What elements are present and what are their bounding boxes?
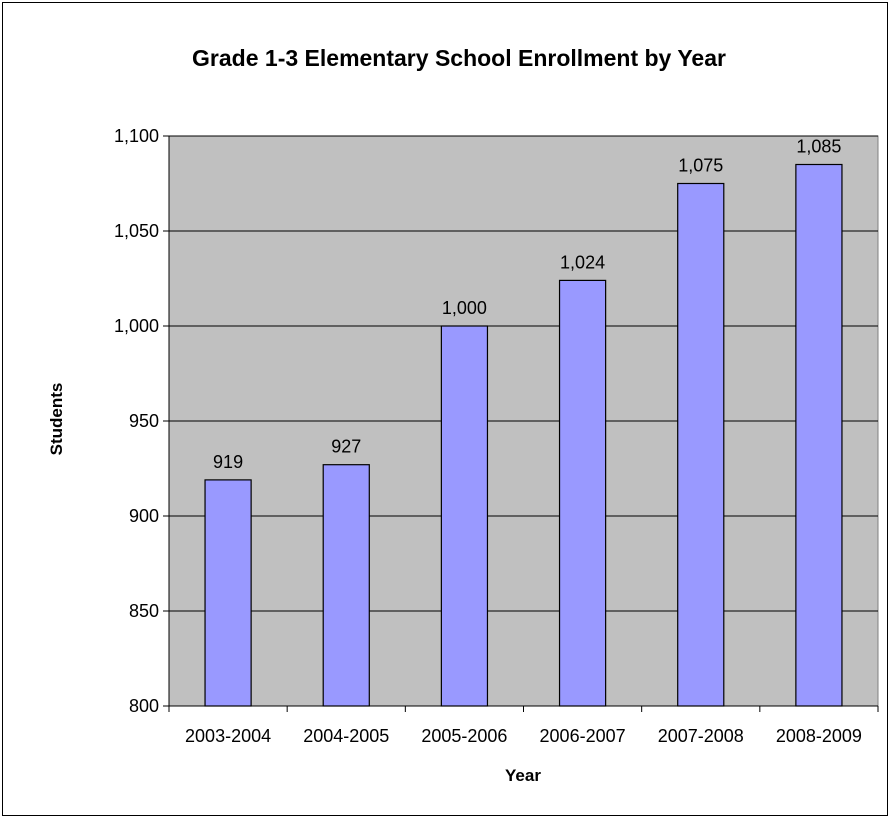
bar-2003-2004: [204, 479, 252, 707]
data-label-2003-2004: 919: [213, 452, 243, 472]
x-tick-label-2008-2009: 2008-2009: [776, 726, 862, 746]
x-tick-label-2006-2007: 2006-2007: [540, 726, 626, 746]
y-axis-title: Students: [47, 383, 66, 456]
y-tick-label: 850: [129, 601, 159, 621]
data-label-2007-2008: 1,075: [678, 156, 723, 176]
bar-2004-2005: [322, 464, 370, 707]
data-label-2005-2006: 1,000: [442, 298, 487, 318]
x-axis-tick-labels: 2003-2004 2004-2005 2005-2006 2006-2007 2007…: [168, 706, 879, 746]
y-tick-label: 1,100: [114, 126, 159, 146]
y-tick-label: 1,050: [114, 221, 159, 241]
data-label-2008-2009: 1,085: [796, 137, 841, 157]
bar-2007-2008: [677, 182, 725, 707]
bars: [204, 163, 843, 707]
bar-2005-2006: [440, 325, 489, 707]
data-labels: 919 927 1,000 1,024 1,075 1,085: [213, 137, 841, 472]
y-tick-label: 1,000: [114, 316, 159, 336]
data-label-2006-2007: 1,024: [560, 252, 605, 272]
data-label-2004-2005: 927: [331, 437, 361, 457]
y-tick-label: 950: [129, 411, 159, 431]
x-tick-label-2003-2004: 2003-2004: [185, 726, 271, 746]
y-tick-label: 900: [129, 506, 159, 526]
x-tick-label-2004-2005: 2004-2005: [303, 726, 389, 746]
bar-2008-2009: [795, 163, 843, 707]
gridlines: [169, 135, 878, 612]
y-axis-tick-labels: 800 850 900 950 1,000 1,050 1,100: [114, 126, 169, 716]
x-axis-title: Year: [505, 766, 541, 785]
x-tick-label-2005-2006: 2005-2006: [421, 726, 507, 746]
bar-2006-2007: [558, 279, 607, 707]
bar-chart: Grade 1-3 Elementary School Enrollment b…: [47, 45, 879, 785]
y-tick-label: 800: [129, 696, 159, 716]
x-tick-label-2007-2008: 2007-2008: [658, 726, 744, 746]
chart-title: Grade 1-3 Elementary School Enrollment b…: [192, 45, 726, 71]
